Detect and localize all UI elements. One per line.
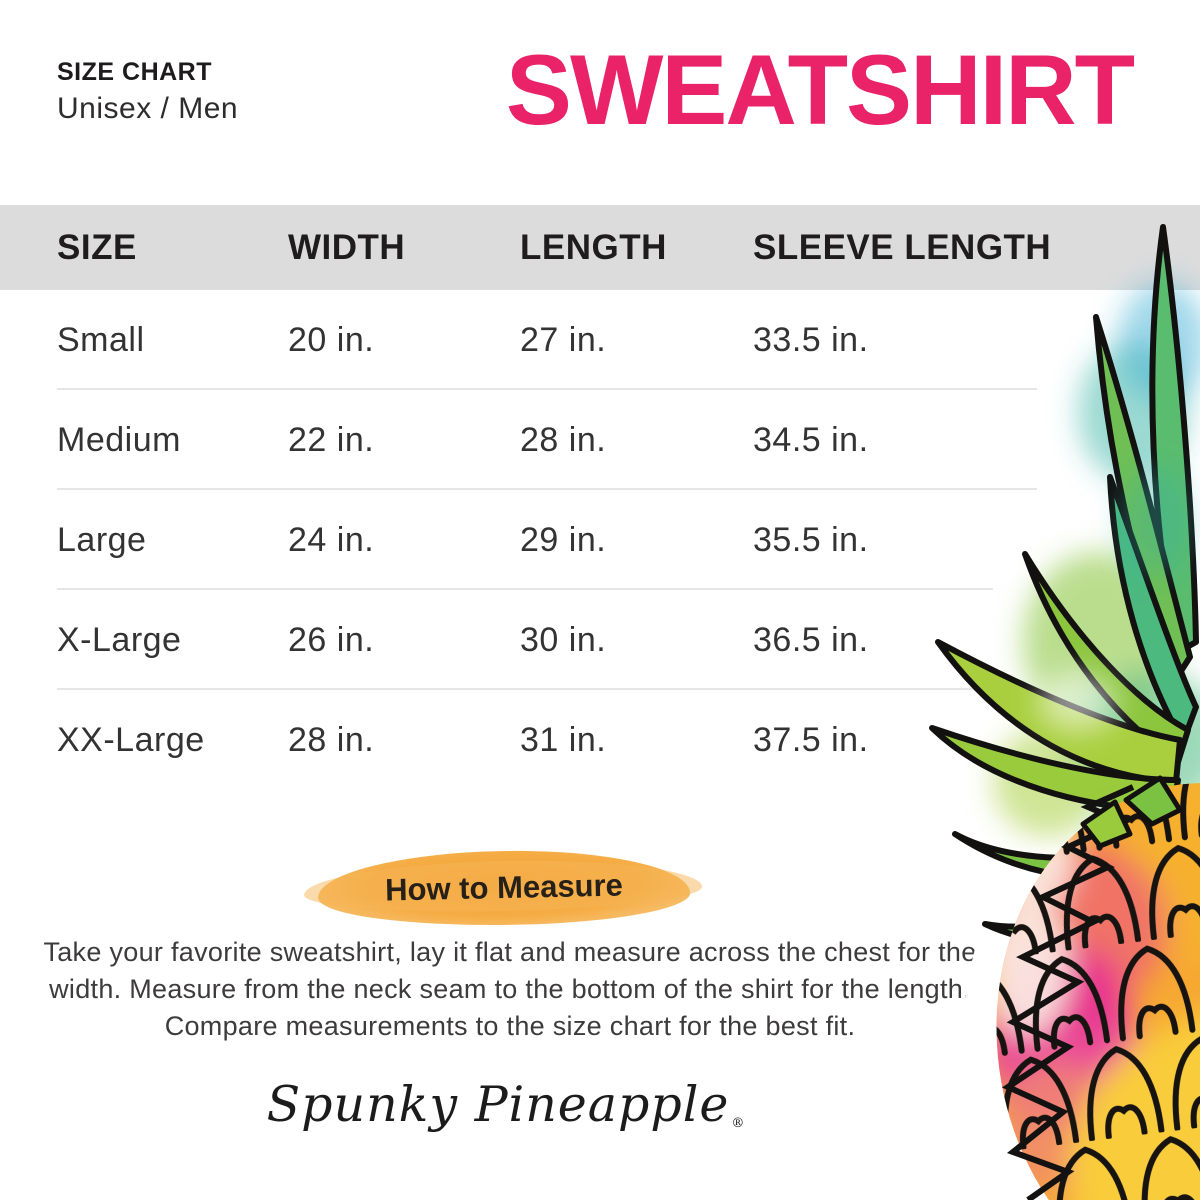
cell-width: 20 in. [288,320,375,359]
column-header-sleeve-length: SLEEVE LENGTH [753,227,1052,267]
size-chart-label: SIZE CHART [57,58,212,86]
registered-mark: ® [731,1116,746,1131]
brand-name: Spunky Pineapple [266,1076,730,1133]
cell-size: X-Large [57,620,182,659]
cell-size: Large [57,520,147,559]
column-header-length: LENGTH [520,227,667,267]
table-row: Small 20 in. 27 in. 33.5 in. [0,290,1200,390]
table-row: XX-Large 28 in. 31 in. 37.5 in. [0,690,1200,790]
table-body: Small 20 in. 27 in. 33.5 in. Medium 22 i… [0,290,1200,790]
table-row: Medium 22 in. 28 in. 34.5 in. [0,390,1200,490]
cell-length: 27 in. [520,320,607,359]
chart-subtitle: Unisex / Men [57,92,239,125]
cell-width: 28 in. [288,720,375,759]
product-title: SWEATSHIRT [505,34,1135,145]
cell-sleeve-length: 36.5 in. [753,620,869,659]
cell-sleeve-length: 35.5 in. [753,520,869,559]
cell-sleeve-length: 37.5 in. [753,720,869,759]
cell-sleeve-length: 33.5 in. [753,320,869,359]
measure-instructions: Take your favorite sweatshirt, lay it fl… [43,937,977,1041]
cell-width: 24 in. [288,520,375,559]
cell-length: 28 in. [520,420,607,459]
column-header-width: WIDTH [288,227,406,267]
cell-size: Small [57,320,145,359]
cell-sleeve-length: 34.5 in. [753,420,869,459]
cell-length: 31 in. [520,720,607,759]
table-header: SIZE WIDTH LENGTH SLEEVE LENGTH [0,205,1200,290]
pineapple-illustration [929,224,1200,1200]
cell-length: 29 in. [520,520,607,559]
column-header-size: SIZE [57,227,137,267]
table-row: X-Large 26 in. 30 in. 36.5 in. [0,590,1200,690]
cell-width: 26 in. [288,620,375,659]
brand-logo: Spunky Pineapple ® [0,1076,1010,1133]
chart-label-block: SIZE CHART Unisex / Men [57,58,238,126]
cell-length: 30 in. [520,620,607,659]
table-row: Large 24 in. 29 in. 35.5 in. [0,490,1200,590]
cell-size: XX-Large [57,720,205,759]
how-to-measure-heading: How to Measure [384,867,624,908]
cell-width: 22 in. [288,420,375,459]
brush-stroke: How to Measure [317,847,691,929]
cell-size: Medium [57,420,181,459]
